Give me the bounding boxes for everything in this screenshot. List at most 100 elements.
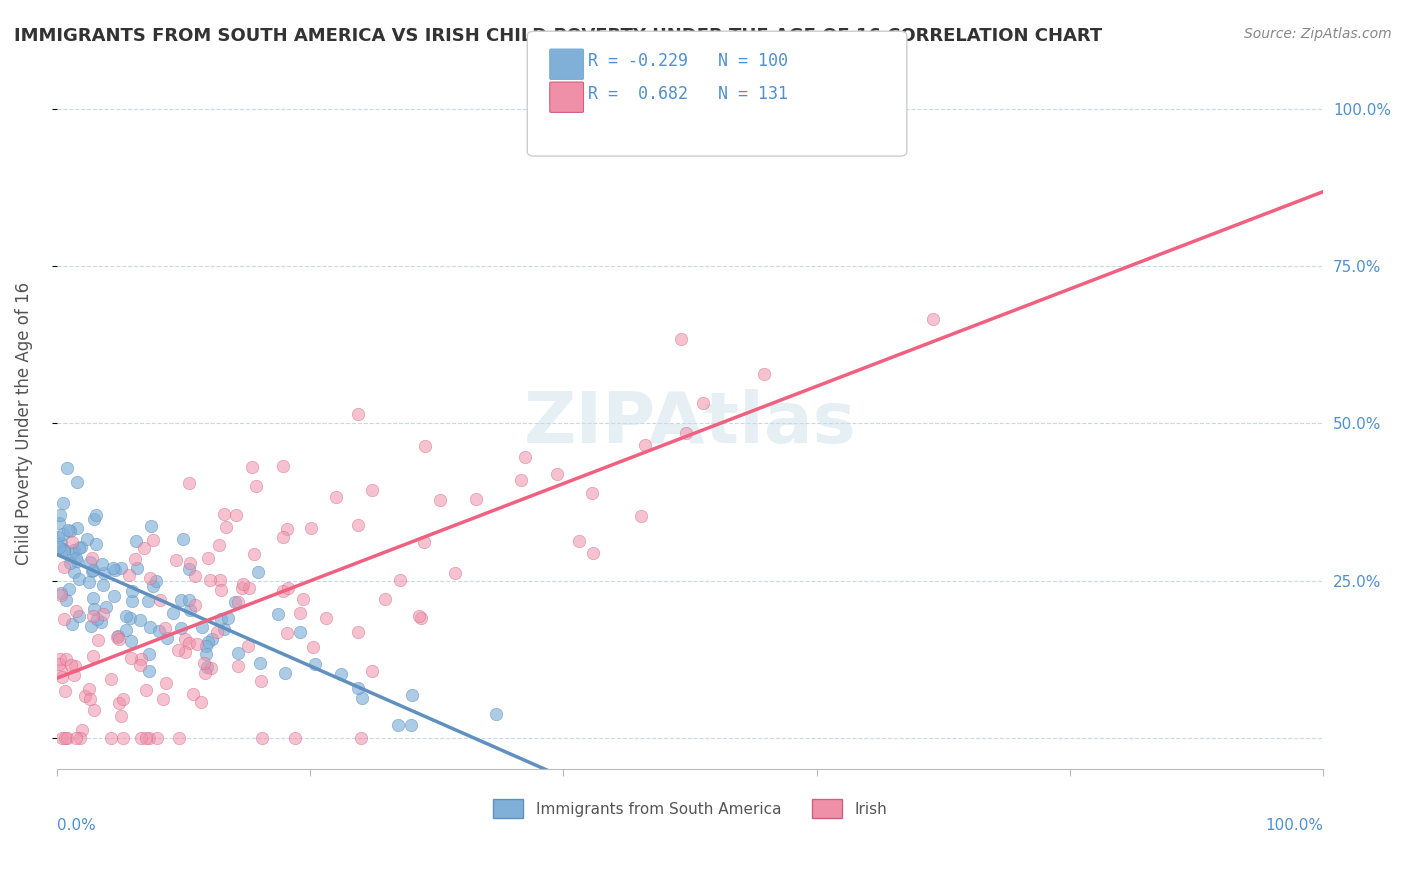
Point	[135, 731, 157, 745]
Point	[225, 508, 247, 523]
Point	[546, 467, 568, 481]
Point	[217, 611, 239, 625]
Point	[212, 507, 235, 521]
Point	[429, 492, 451, 507]
Point	[208, 538, 231, 552]
Point	[361, 664, 384, 678]
Point	[170, 622, 193, 636]
Point	[65, 604, 87, 618]
Point	[194, 666, 217, 681]
Point	[66, 521, 89, 535]
Point	[302, 640, 325, 654]
Point	[118, 568, 141, 582]
Point	[170, 592, 193, 607]
Point	[65, 658, 87, 673]
Point	[212, 622, 235, 636]
Point	[174, 645, 197, 659]
Point	[76, 533, 98, 547]
Point	[162, 607, 184, 621]
Point	[55, 731, 77, 745]
Point	[129, 731, 152, 745]
Point	[271, 584, 294, 599]
Point	[91, 578, 114, 592]
Point	[415, 439, 437, 453]
Point	[186, 637, 208, 651]
Point	[120, 651, 142, 665]
Point	[118, 611, 141, 625]
Point	[153, 621, 176, 635]
Point	[60, 546, 83, 560]
Point	[195, 639, 218, 653]
Point	[198, 573, 221, 587]
Point	[65, 731, 87, 745]
Point	[201, 632, 224, 646]
Point	[48, 516, 70, 530]
Point	[90, 615, 112, 629]
Point	[250, 731, 273, 745]
Point	[104, 563, 127, 577]
Point	[197, 635, 219, 649]
Point	[276, 522, 298, 536]
Point	[408, 608, 430, 623]
Point	[197, 551, 219, 566]
Point	[66, 475, 89, 490]
Point	[215, 520, 238, 534]
Point	[136, 594, 159, 608]
Point	[86, 508, 108, 522]
Point	[277, 581, 299, 595]
Point	[581, 486, 603, 500]
Point	[195, 660, 218, 674]
Point	[58, 524, 80, 538]
Point	[145, 574, 167, 588]
Point	[72, 723, 94, 738]
Point	[56, 460, 79, 475]
Point	[752, 367, 775, 381]
Point	[111, 731, 134, 745]
Point	[93, 566, 115, 581]
Point	[236, 640, 259, 654]
Point	[179, 476, 201, 491]
Point	[250, 673, 273, 688]
Point	[58, 582, 80, 596]
Point	[51, 670, 73, 684]
Point	[48, 540, 70, 554]
Point	[193, 657, 215, 671]
Point	[347, 517, 370, 532]
Point	[184, 569, 207, 583]
Point	[329, 666, 352, 681]
Point	[121, 594, 143, 608]
Point	[80, 619, 103, 633]
Point	[62, 668, 84, 682]
Point	[82, 609, 104, 624]
Point	[226, 658, 249, 673]
Point	[249, 656, 271, 670]
Point	[51, 663, 73, 677]
Point	[148, 624, 170, 639]
Point	[200, 661, 222, 675]
Point	[347, 407, 370, 421]
Point	[413, 535, 436, 549]
Point	[165, 553, 187, 567]
Point	[69, 540, 91, 554]
Point	[139, 619, 162, 633]
Point	[350, 731, 373, 745]
Point	[60, 616, 83, 631]
Point	[224, 595, 246, 609]
Point	[135, 682, 157, 697]
Point	[52, 527, 75, 541]
Point	[67, 608, 90, 623]
Point	[46, 530, 69, 544]
Point	[510, 473, 533, 487]
Point	[177, 592, 200, 607]
Point	[62, 565, 84, 579]
Point	[232, 577, 254, 591]
Point	[209, 612, 232, 626]
Point	[209, 574, 232, 588]
Point	[103, 589, 125, 603]
Text: IMMIGRANTS FROM SOUTH AMERICA VS IRISH CHILD POVERTY UNDER THE AGE OF 16 CORRELA: IMMIGRANTS FROM SOUTH AMERICA VS IRISH C…	[14, 27, 1102, 45]
Point	[141, 579, 163, 593]
Point	[53, 542, 76, 557]
Point	[444, 566, 467, 580]
Point	[568, 534, 591, 549]
Point	[134, 541, 156, 556]
